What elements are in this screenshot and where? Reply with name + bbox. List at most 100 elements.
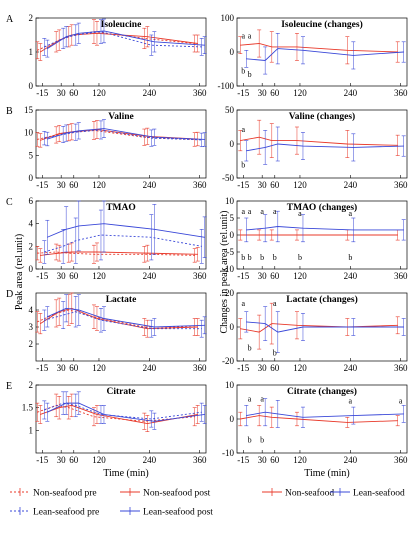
x-tick-label: 120 xyxy=(92,180,106,190)
x-tick-label: -15 xyxy=(237,88,249,98)
significance-label: b xyxy=(248,435,252,444)
significance-label: a xyxy=(248,207,252,216)
y-tick-label: 0 xyxy=(29,173,34,183)
series-line xyxy=(246,143,404,152)
x-tick-label: 60 xyxy=(270,180,280,190)
x-tick-label: 360 xyxy=(394,271,408,281)
x-tick-label: 360 xyxy=(193,363,207,373)
x-tick-label: 60 xyxy=(69,271,79,281)
significance-label: a xyxy=(260,207,264,216)
series-line xyxy=(47,307,205,328)
significance-label: b xyxy=(248,70,252,79)
panel-title: TMAO (changes) xyxy=(287,202,357,213)
series-line xyxy=(44,311,202,330)
chart-panel-6: 2 3 4 -15 30 60 120 240 360 Lactate D xyxy=(6,289,207,373)
x-tick-label: 30 xyxy=(258,271,268,281)
y-tick-label: 0 xyxy=(230,230,235,240)
x-tick-label: 360 xyxy=(193,88,207,98)
x-tick-label: 240 xyxy=(344,88,358,98)
x-tick-label: 360 xyxy=(394,363,408,373)
series-line xyxy=(240,415,398,423)
panel-title: Valine xyxy=(108,112,134,122)
y-tick-label: 0 xyxy=(230,322,235,332)
series-line xyxy=(44,31,202,48)
plot-frame xyxy=(35,109,207,179)
x-tick-label: 120 xyxy=(92,455,106,465)
chart-panel-7: -20 0 20 -15 30 60 120 240 360 Lactate (changes) a… xyxy=(222,288,408,373)
y-tick-label: 0 xyxy=(230,47,235,57)
significance-label: a xyxy=(273,207,277,216)
legend-label: Non-seafood pre xyxy=(33,488,97,499)
x-axis-label-left: Time (min) xyxy=(103,468,148,479)
x-tick-label: 360 xyxy=(394,88,408,98)
x-tick-label: 60 xyxy=(69,180,79,190)
y-tick-label: 2 xyxy=(29,241,34,251)
x-tick-label: 120 xyxy=(293,88,307,98)
x-tick-label: 240 xyxy=(344,455,358,465)
series-line xyxy=(37,251,195,256)
y-tick-label: 1 xyxy=(29,425,34,435)
panel-letter: B xyxy=(6,106,13,117)
y-tick-label: 50 xyxy=(225,105,235,115)
x-tick-label: 360 xyxy=(193,271,207,281)
y-tick-label: 2 xyxy=(29,380,34,390)
significance-label: a xyxy=(273,299,277,308)
y-axis-label-right: Changes in peak area (rel.unit) xyxy=(219,210,230,333)
series-line xyxy=(246,48,404,61)
x-tick-label: 60 xyxy=(69,455,79,465)
x-tick-label: -15 xyxy=(237,180,249,190)
y-tick-label: 1 xyxy=(29,47,34,57)
panels-group: 012-15 30 60 120 240 360IsoleucineA-1000100-1… xyxy=(6,13,408,465)
panel-letter: D xyxy=(6,289,13,300)
x-tick-label: 120 xyxy=(293,271,307,281)
panel-letter: C xyxy=(6,197,13,208)
significance-label: a xyxy=(298,209,302,218)
y-tick-label: 2 xyxy=(29,339,34,349)
chart-panel-2: 0 5 10 15 -15 30 60 120 240 360 Valine B xyxy=(6,105,207,190)
x-tick-label: -15 xyxy=(36,180,48,190)
panel-title: Lactate xyxy=(106,295,137,305)
y-tick-label: 1.5 xyxy=(22,403,34,413)
y-tick-label: 0 xyxy=(29,81,34,91)
legend-label: Non-seafood xyxy=(285,488,334,499)
x-tick-label: 240 xyxy=(143,363,157,373)
y-tick-label: 10 xyxy=(24,128,34,138)
panel-title: Lactate (changes) xyxy=(286,294,358,305)
legend: Non-seafood pre Non-seafood post Non-seafo… xyxy=(10,488,405,518)
legend-label: Lean-seafood pre xyxy=(33,507,99,518)
x-tick-label: 30 xyxy=(57,363,67,373)
y-tick-label: -100 xyxy=(218,81,235,91)
y-tick-label: 20 xyxy=(225,288,235,298)
x-tick-label: -15 xyxy=(237,455,249,465)
series-line xyxy=(47,223,205,238)
x-tick-label: 240 xyxy=(344,271,358,281)
x-tick-label: -15 xyxy=(36,455,48,465)
x-axis-label-right: Time (min) xyxy=(304,468,349,479)
x-tick-label: 240 xyxy=(143,180,157,190)
significance-label: a xyxy=(248,32,252,41)
legend-item: Lean-seafood pre xyxy=(10,507,99,518)
y-tick-label: -5 xyxy=(227,247,235,257)
x-tick-label: 30 xyxy=(258,363,268,373)
y-tick-label: 3 xyxy=(29,322,34,332)
y-tick-label: 100 xyxy=(221,13,235,23)
x-tick-label: 60 xyxy=(69,88,79,98)
significance-label: b xyxy=(348,253,352,262)
significance-label: b xyxy=(241,160,245,169)
x-tick-label: 120 xyxy=(293,455,307,465)
y-tick-label: 4 xyxy=(29,219,34,229)
x-tick-label: 60 xyxy=(270,88,280,98)
legend-label: Non-seafood post xyxy=(143,488,211,499)
x-tick-label: 360 xyxy=(394,180,408,190)
chart-panel-1: -100 0 100 -15 30 60 120 240 360 Isoleucine (chan… xyxy=(218,13,408,98)
x-tick-label: 240 xyxy=(143,271,157,281)
significance-label: b xyxy=(248,253,252,262)
series-line xyxy=(246,321,404,333)
significance-label: a xyxy=(248,395,252,404)
series-line xyxy=(246,226,404,231)
legend-item: Non-seafood xyxy=(262,488,334,499)
panel-letter: A xyxy=(6,14,14,25)
plot-frame xyxy=(35,384,207,454)
x-tick-label: 60 xyxy=(69,363,79,373)
